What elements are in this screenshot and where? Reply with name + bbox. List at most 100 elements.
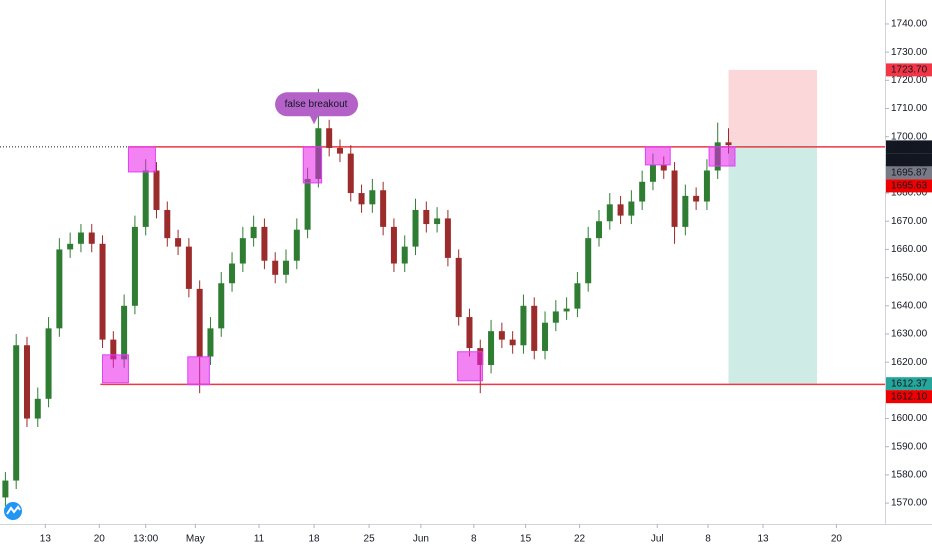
candle-body (196, 288, 203, 357)
y-tick-label: 1620.00 (891, 357, 928, 368)
x-tick-label: 13 (757, 534, 769, 545)
candle-body (45, 328, 52, 399)
candle-body (585, 238, 592, 284)
x-tick-label: 20 (831, 534, 843, 545)
target-zone (728, 145, 818, 384)
y-tick-label: 1640.00 (891, 300, 928, 311)
candle-body (434, 218, 441, 225)
candle-body (595, 221, 602, 239)
candle-body (67, 243, 74, 250)
candle-body (520, 305, 527, 346)
price-tag-label: 1723.70 (891, 65, 928, 76)
candle-body (77, 232, 84, 244)
candle-body (229, 263, 236, 284)
candle-body (121, 305, 128, 360)
candle-body (412, 209, 419, 247)
candle-body (272, 260, 279, 275)
candle-body (164, 209, 171, 239)
y-tick-label: 1740.00 (891, 19, 928, 30)
candle-body (347, 153, 354, 194)
candle-body (682, 195, 689, 227)
x-tick-label: Jun (413, 534, 429, 545)
y-tick-label: 1650.00 (891, 272, 928, 283)
candle-body (56, 249, 63, 329)
candle-body (574, 283, 581, 309)
x-tick-label: 8 (471, 534, 477, 545)
highlight-zone (644, 146, 671, 166)
candle-body (498, 331, 505, 340)
highlight-zone (457, 351, 483, 382)
countdown-label: 01:46:36 (891, 155, 930, 166)
price-tag-label: 1612.10 (891, 391, 928, 402)
y-tick-label: 1630.00 (891, 329, 928, 340)
y-tick-label: 1670.00 (891, 216, 928, 227)
candle-body (390, 226, 397, 264)
price-tag (886, 179, 932, 193)
candle-body (617, 204, 624, 216)
price-tag-label: 1695.63 (891, 181, 928, 192)
candle-body (628, 201, 635, 216)
x-tick-label: 8 (705, 534, 711, 545)
candle-body (552, 311, 559, 323)
x-tick-label: 25 (364, 534, 376, 545)
candle-body (649, 164, 656, 182)
y-tick-label: 1730.00 (891, 47, 928, 58)
x-tick-label: 20 (94, 534, 106, 545)
x-tick-label: 22 (574, 534, 586, 545)
candle-body (660, 164, 667, 171)
candle-body (725, 142, 732, 146)
candle-body (261, 226, 268, 261)
candle-body (88, 232, 95, 244)
highlight-zone (102, 354, 129, 384)
candle-body (336, 147, 343, 154)
candle-body (326, 128, 333, 148)
y-tick-label: 1580.00 (891, 470, 928, 481)
candle-body (250, 226, 257, 239)
candle-body (283, 260, 290, 275)
candle-body (369, 190, 376, 205)
x-tick-label: 15 (520, 534, 532, 545)
candle-body (13, 345, 20, 481)
candle-body (563, 308, 570, 312)
price-tag (886, 63, 932, 77)
annotation: false breakout (275, 92, 359, 125)
price-tag-label: 1696.38 (891, 142, 928, 153)
highlight-zone (187, 356, 210, 386)
candle-body (509, 339, 516, 346)
highlight-zone (127, 146, 156, 173)
x-tick-label: May (186, 534, 205, 545)
y-tick-label: 1570.00 (891, 498, 928, 509)
y-tick-label: 1700.00 (891, 131, 928, 142)
x-tick-label: Jul (651, 534, 664, 545)
y-tick-label: 1720.00 (891, 75, 928, 86)
y-tick-label: 1590.00 (891, 441, 928, 452)
candle-body (2, 480, 9, 498)
candle-body (466, 317, 473, 349)
price-tag (886, 377, 932, 391)
candle-body (488, 331, 495, 365)
candle-body (218, 283, 225, 329)
candle-body (671, 170, 678, 227)
stop-zone (728, 69, 818, 146)
candle-body (542, 322, 549, 351)
y-tick-label: 1710.00 (891, 103, 928, 114)
candle-body (304, 178, 311, 230)
x-tick-label: 13 (40, 534, 52, 545)
x-tick-label: 18 (309, 534, 321, 545)
candle-body (531, 305, 538, 351)
candle-body (23, 345, 30, 419)
price-tag-label: 1695.87 (891, 168, 928, 179)
candle-body (401, 246, 408, 264)
candle-body (131, 226, 138, 306)
candle-body (34, 398, 41, 419)
x-tick-label: 13:00 (133, 534, 158, 545)
annotation-bubble (275, 92, 359, 125)
candle-body (99, 243, 106, 340)
logo (4, 502, 22, 520)
candle-body (110, 339, 117, 360)
candle-body (455, 257, 462, 318)
logo-glyph (6, 505, 21, 515)
x-tick-label: 11 (254, 534, 265, 545)
candle-body (293, 229, 300, 261)
candle-body (207, 328, 214, 357)
